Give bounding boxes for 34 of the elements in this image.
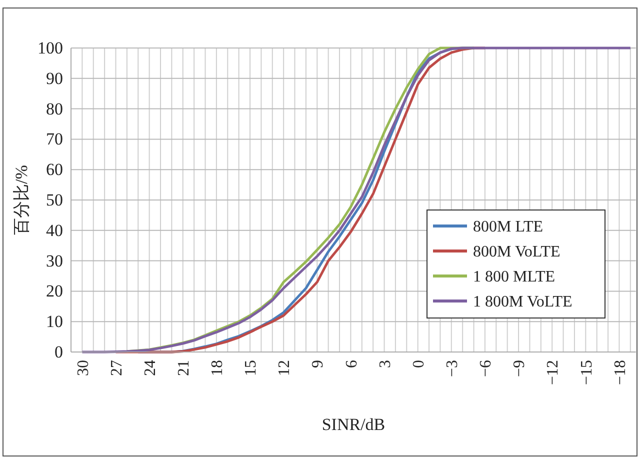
y-tick-label: 60 <box>46 160 63 180</box>
y-tick-label: 80 <box>46 99 63 118</box>
legend-label: 800M LTE <box>473 218 544 236</box>
x-tick-label: 18 <box>209 360 226 376</box>
x-tick-label: −6 <box>478 360 495 378</box>
x-tick-label: −15 <box>578 360 596 386</box>
x-tick-label: 15 <box>242 360 260 376</box>
x-tick-label: −18 <box>612 360 629 386</box>
x-tick-label: 3 <box>376 360 394 368</box>
x-tick-label: 24 <box>142 360 159 376</box>
y-tick-label: 10 <box>46 312 63 332</box>
y-tick-label: 20 <box>46 282 63 301</box>
y-tick-label: 40 <box>46 220 63 240</box>
x-tick-label: −12 <box>544 360 562 386</box>
y-tick-label: 90 <box>46 68 63 88</box>
x-tick-label: 0 <box>410 360 428 368</box>
x-axis-title: SINR/dB <box>322 415 386 434</box>
line-series <box>80 46 632 354</box>
x-tick-label: 12 <box>276 360 294 376</box>
y-tick-label: 70 <box>46 130 63 149</box>
y-axis-title: 百分比/% <box>12 165 31 235</box>
x-tick-label: 30 <box>74 360 92 376</box>
y-tick-label: 50 <box>46 190 63 210</box>
x-tick-label: 9 <box>310 360 327 368</box>
x-tick-label: 6 <box>343 360 360 368</box>
x-tick-label: −9 <box>511 360 528 378</box>
x-tick-label: −3 <box>444 360 461 378</box>
x-tick-label: 21 <box>175 360 192 376</box>
y-tick-label: 100 <box>38 38 63 58</box>
legend-label: 800M VoLTE <box>473 244 560 261</box>
y-tick-label: 30 <box>46 251 63 270</box>
legend-label: 1 800M VoLTE <box>473 294 572 311</box>
x-tick-label: 27 <box>108 360 126 376</box>
legend-label: 1 800 MLTE <box>473 268 556 286</box>
